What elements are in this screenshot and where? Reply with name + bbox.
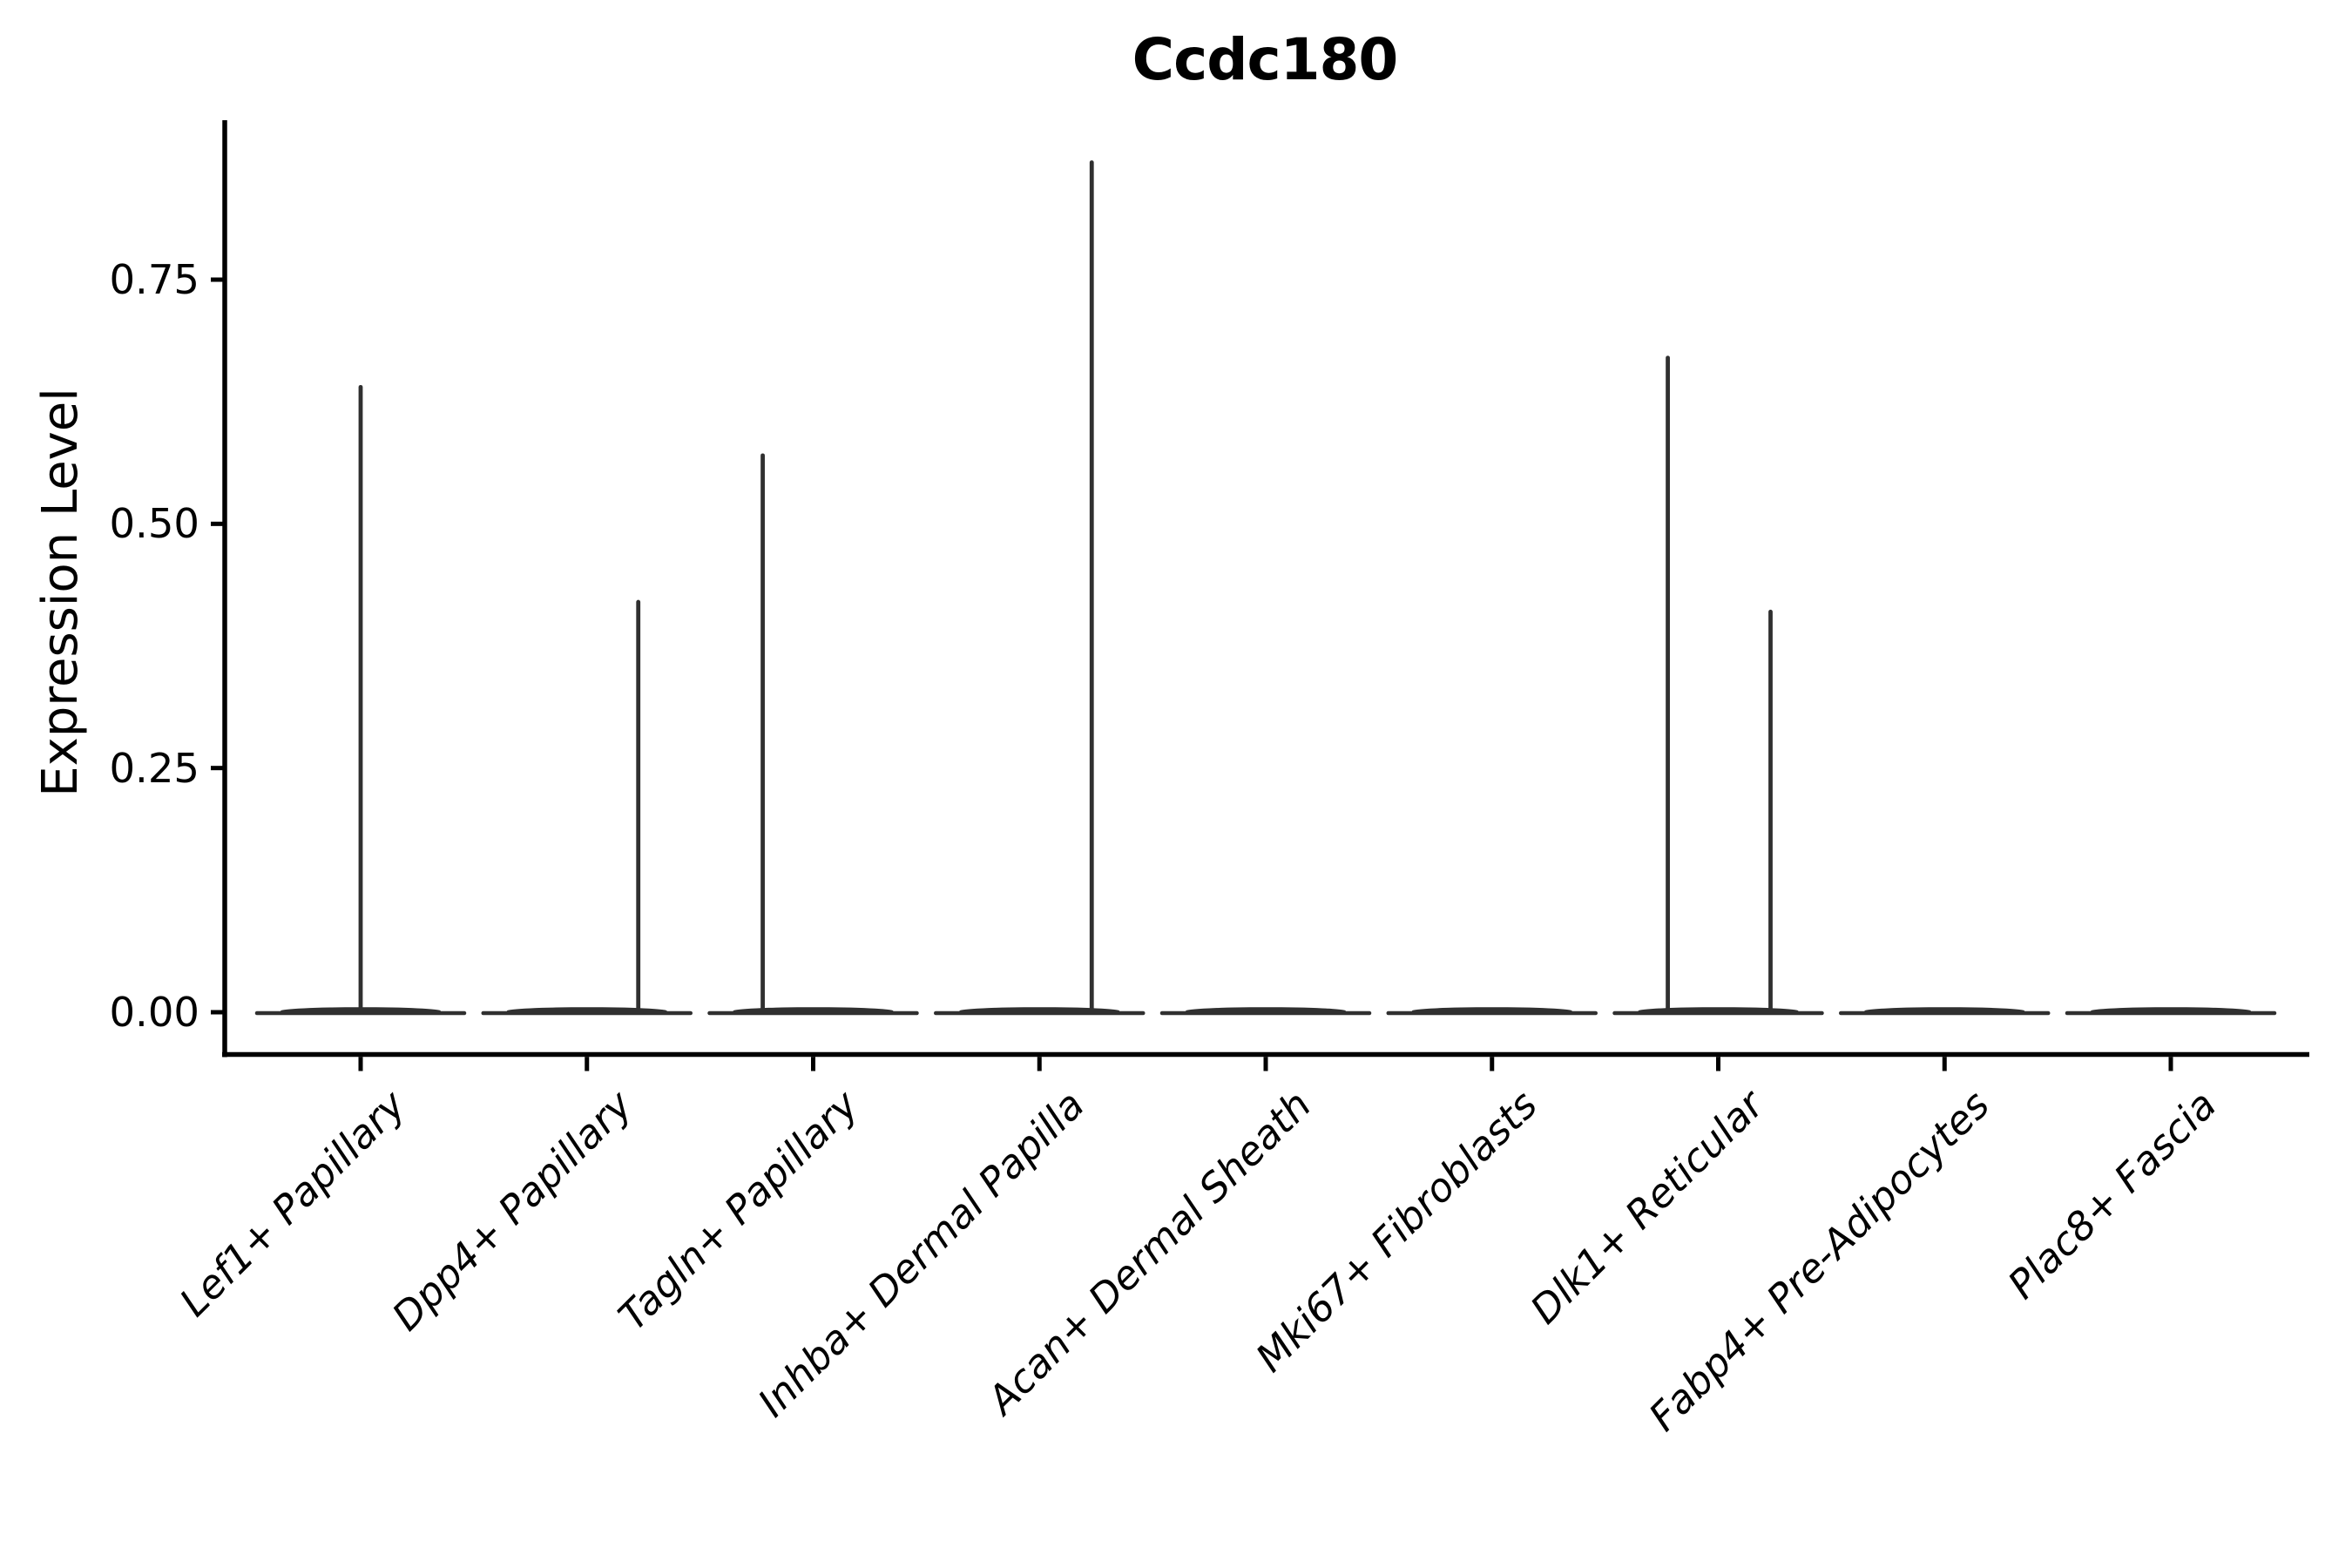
violin-body-bulge-3 [959,1007,1120,1015]
violin-body-bulge-4 [1186,1007,1346,1015]
chart-title: Ccdc180 [1132,26,1399,93]
violin-body-bulge-6 [1638,1007,1799,1015]
violin-body-bulge-7 [1864,1007,2025,1015]
violin-body-bulge-1 [506,1007,667,1015]
violin-body-bulge-8 [2091,1007,2251,1015]
y-tick-label-3: 0.75 [109,256,199,304]
violin-body-bulge-5 [1411,1007,1572,1015]
y-tick-label-0: 0.00 [109,989,199,1036]
violin-body-bulge-2 [733,1007,894,1015]
y-tick-label-2: 0.50 [109,500,199,548]
y-tick-label-1: 0.25 [109,744,199,792]
